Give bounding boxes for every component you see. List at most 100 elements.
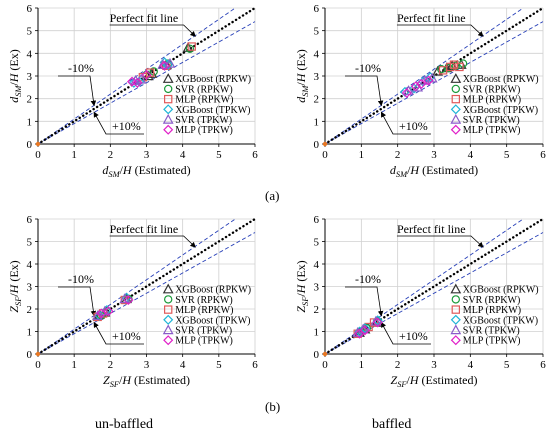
- y-tick-label: 5: [314, 26, 320, 38]
- data-point: [126, 76, 138, 87]
- y-tick-label: 0: [27, 349, 33, 361]
- y-tick-label: 5: [314, 237, 320, 249]
- data-point: [449, 60, 459, 69]
- y-tick-label: 5: [27, 26, 33, 38]
- annotation-arrow: [345, 286, 384, 317]
- plus-10-percent-line: [324, 21, 544, 145]
- y-tick-label: 4: [314, 48, 320, 60]
- data-point: [359, 325, 371, 336]
- x-tick-label: 3: [144, 149, 150, 161]
- x-tick-label: 0: [35, 149, 41, 161]
- y-tick-label: 4: [314, 259, 320, 271]
- annotation-arrow: [396, 24, 484, 37]
- annotation-plus-10: +10%: [112, 329, 141, 343]
- legend-label: XGBoost (RPKW): [463, 74, 539, 85]
- data-point: [163, 59, 174, 70]
- annotation-arrow: [109, 235, 196, 248]
- x-tick-label: 3: [431, 149, 437, 161]
- x-tick-label: 4: [468, 149, 474, 161]
- legend-label: XGBoost (TPKW): [463, 315, 538, 326]
- legend-label: SVR (TPKW): [463, 326, 520, 337]
- data-point: [141, 69, 152, 80]
- x-tick-label: 1: [71, 359, 77, 371]
- data-point: [401, 87, 412, 99]
- legend-label: XGBoost (RPKW): [463, 285, 539, 296]
- annotation-arrow: [380, 111, 431, 135]
- data-point: [185, 44, 195, 54]
- annotation-arrow: [58, 75, 97, 107]
- chart-panel-2: 0 1 2 3 4 5 6 0 1 2 3 4 5 6 Perfect fit line -10% +10% dS…: [294, 3, 546, 179]
- origin-marker: [322, 141, 328, 147]
- legend-marker: [451, 305, 461, 314]
- x-axis-label: dSM/H (Estimated): [102, 163, 190, 179]
- y-tick-label: 1: [27, 116, 33, 128]
- x-tick-label: 1: [71, 149, 77, 161]
- plus-10-percent-line: [37, 232, 256, 355]
- perfect-fit-line: [323, 217, 545, 356]
- legend-marker: [164, 305, 173, 314]
- subfigure-label-b: (b): [265, 399, 281, 414]
- minus-10-percent-line: [324, 7, 524, 145]
- y-tick-label: 1: [314, 327, 320, 339]
- annotation-arrow: [396, 235, 484, 248]
- y-tick-label: 2: [314, 94, 320, 106]
- legend-label: MLP (RPKW): [463, 305, 521, 316]
- annotation-minus-10: -10%: [68, 61, 94, 75]
- y-tick-label: 5: [27, 237, 33, 249]
- data-point: [164, 57, 176, 68]
- y-tick-label: 4: [27, 259, 33, 271]
- legend-marker: [450, 314, 461, 325]
- x-tick-label: 3: [144, 359, 150, 371]
- legend-marker: [162, 324, 174, 335]
- origin-marker: [35, 351, 41, 357]
- y-axis-label: dSM/H (Ex): [294, 49, 310, 103]
- legend-marker: [451, 84, 460, 94]
- y-tick-label: 2: [314, 304, 320, 316]
- x-tick-label: 6: [540, 149, 546, 161]
- legend-marker: [162, 283, 174, 294]
- data-point: [455, 62, 464, 72]
- column-label-unbaffled: un-baffled: [95, 417, 154, 432]
- x-tick-label: 6: [540, 359, 546, 371]
- legend-label: SVR (RPKW): [175, 295, 233, 306]
- data-point: [96, 308, 107, 319]
- minus-10-percent-line: [37, 218, 236, 355]
- x-tick-label: 5: [216, 359, 222, 371]
- origin-marker: [322, 351, 328, 357]
- x-tick-label: 5: [504, 359, 510, 371]
- data-point: [416, 78, 427, 89]
- legend-label: MLP (RPKW): [463, 95, 521, 106]
- annotation-perfect-fit: Perfect fit line: [397, 222, 466, 236]
- y-tick-label: 1: [314, 116, 320, 128]
- y-tick-label: 1: [27, 327, 33, 339]
- data-point: [182, 42, 194, 52]
- chart-panel-1: 0 1 2 3 4 5 6 0 1 2 3 4 5 6 Perfect fit line -10% +10% dS…: [7, 3, 258, 179]
- legend-label: XGBoost (TPKW): [175, 105, 250, 116]
- legend-marker: [163, 314, 174, 325]
- y-tick-label: 3: [27, 282, 33, 294]
- legend-label: XGBoost (TPKW): [463, 105, 538, 116]
- legend-marker: [450, 324, 462, 335]
- x-tick-label: 6: [252, 149, 258, 161]
- legend-label: MLP (TPKW): [463, 336, 521, 347]
- y-tick-label: 2: [27, 94, 33, 106]
- x-tick-label: 0: [35, 359, 41, 371]
- y-tick-label: 6: [27, 214, 33, 226]
- subfigure-label-a: (a): [265, 188, 280, 203]
- legend-label: SVR (TPKW): [175, 115, 232, 126]
- legend-marker: [450, 124, 461, 135]
- x-tick-label: 2: [108, 149, 114, 161]
- annotation-plus-10: +10%: [399, 329, 428, 343]
- column-label-baffled: baffled: [372, 417, 412, 432]
- legend-label: MLP (TPKW): [463, 125, 521, 136]
- legend-marker: [163, 295, 173, 304]
- y-tick-label: 0: [314, 139, 320, 151]
- perfect-fit-line: [36, 217, 257, 356]
- y-tick-label: 3: [314, 71, 320, 83]
- legend-marker: [163, 104, 174, 115]
- y-axis-label: dSM/H (Ex): [7, 49, 23, 103]
- y-tick-label: 6: [314, 214, 320, 226]
- annotation-arrow: [93, 111, 144, 135]
- legend-marker: [450, 113, 462, 124]
